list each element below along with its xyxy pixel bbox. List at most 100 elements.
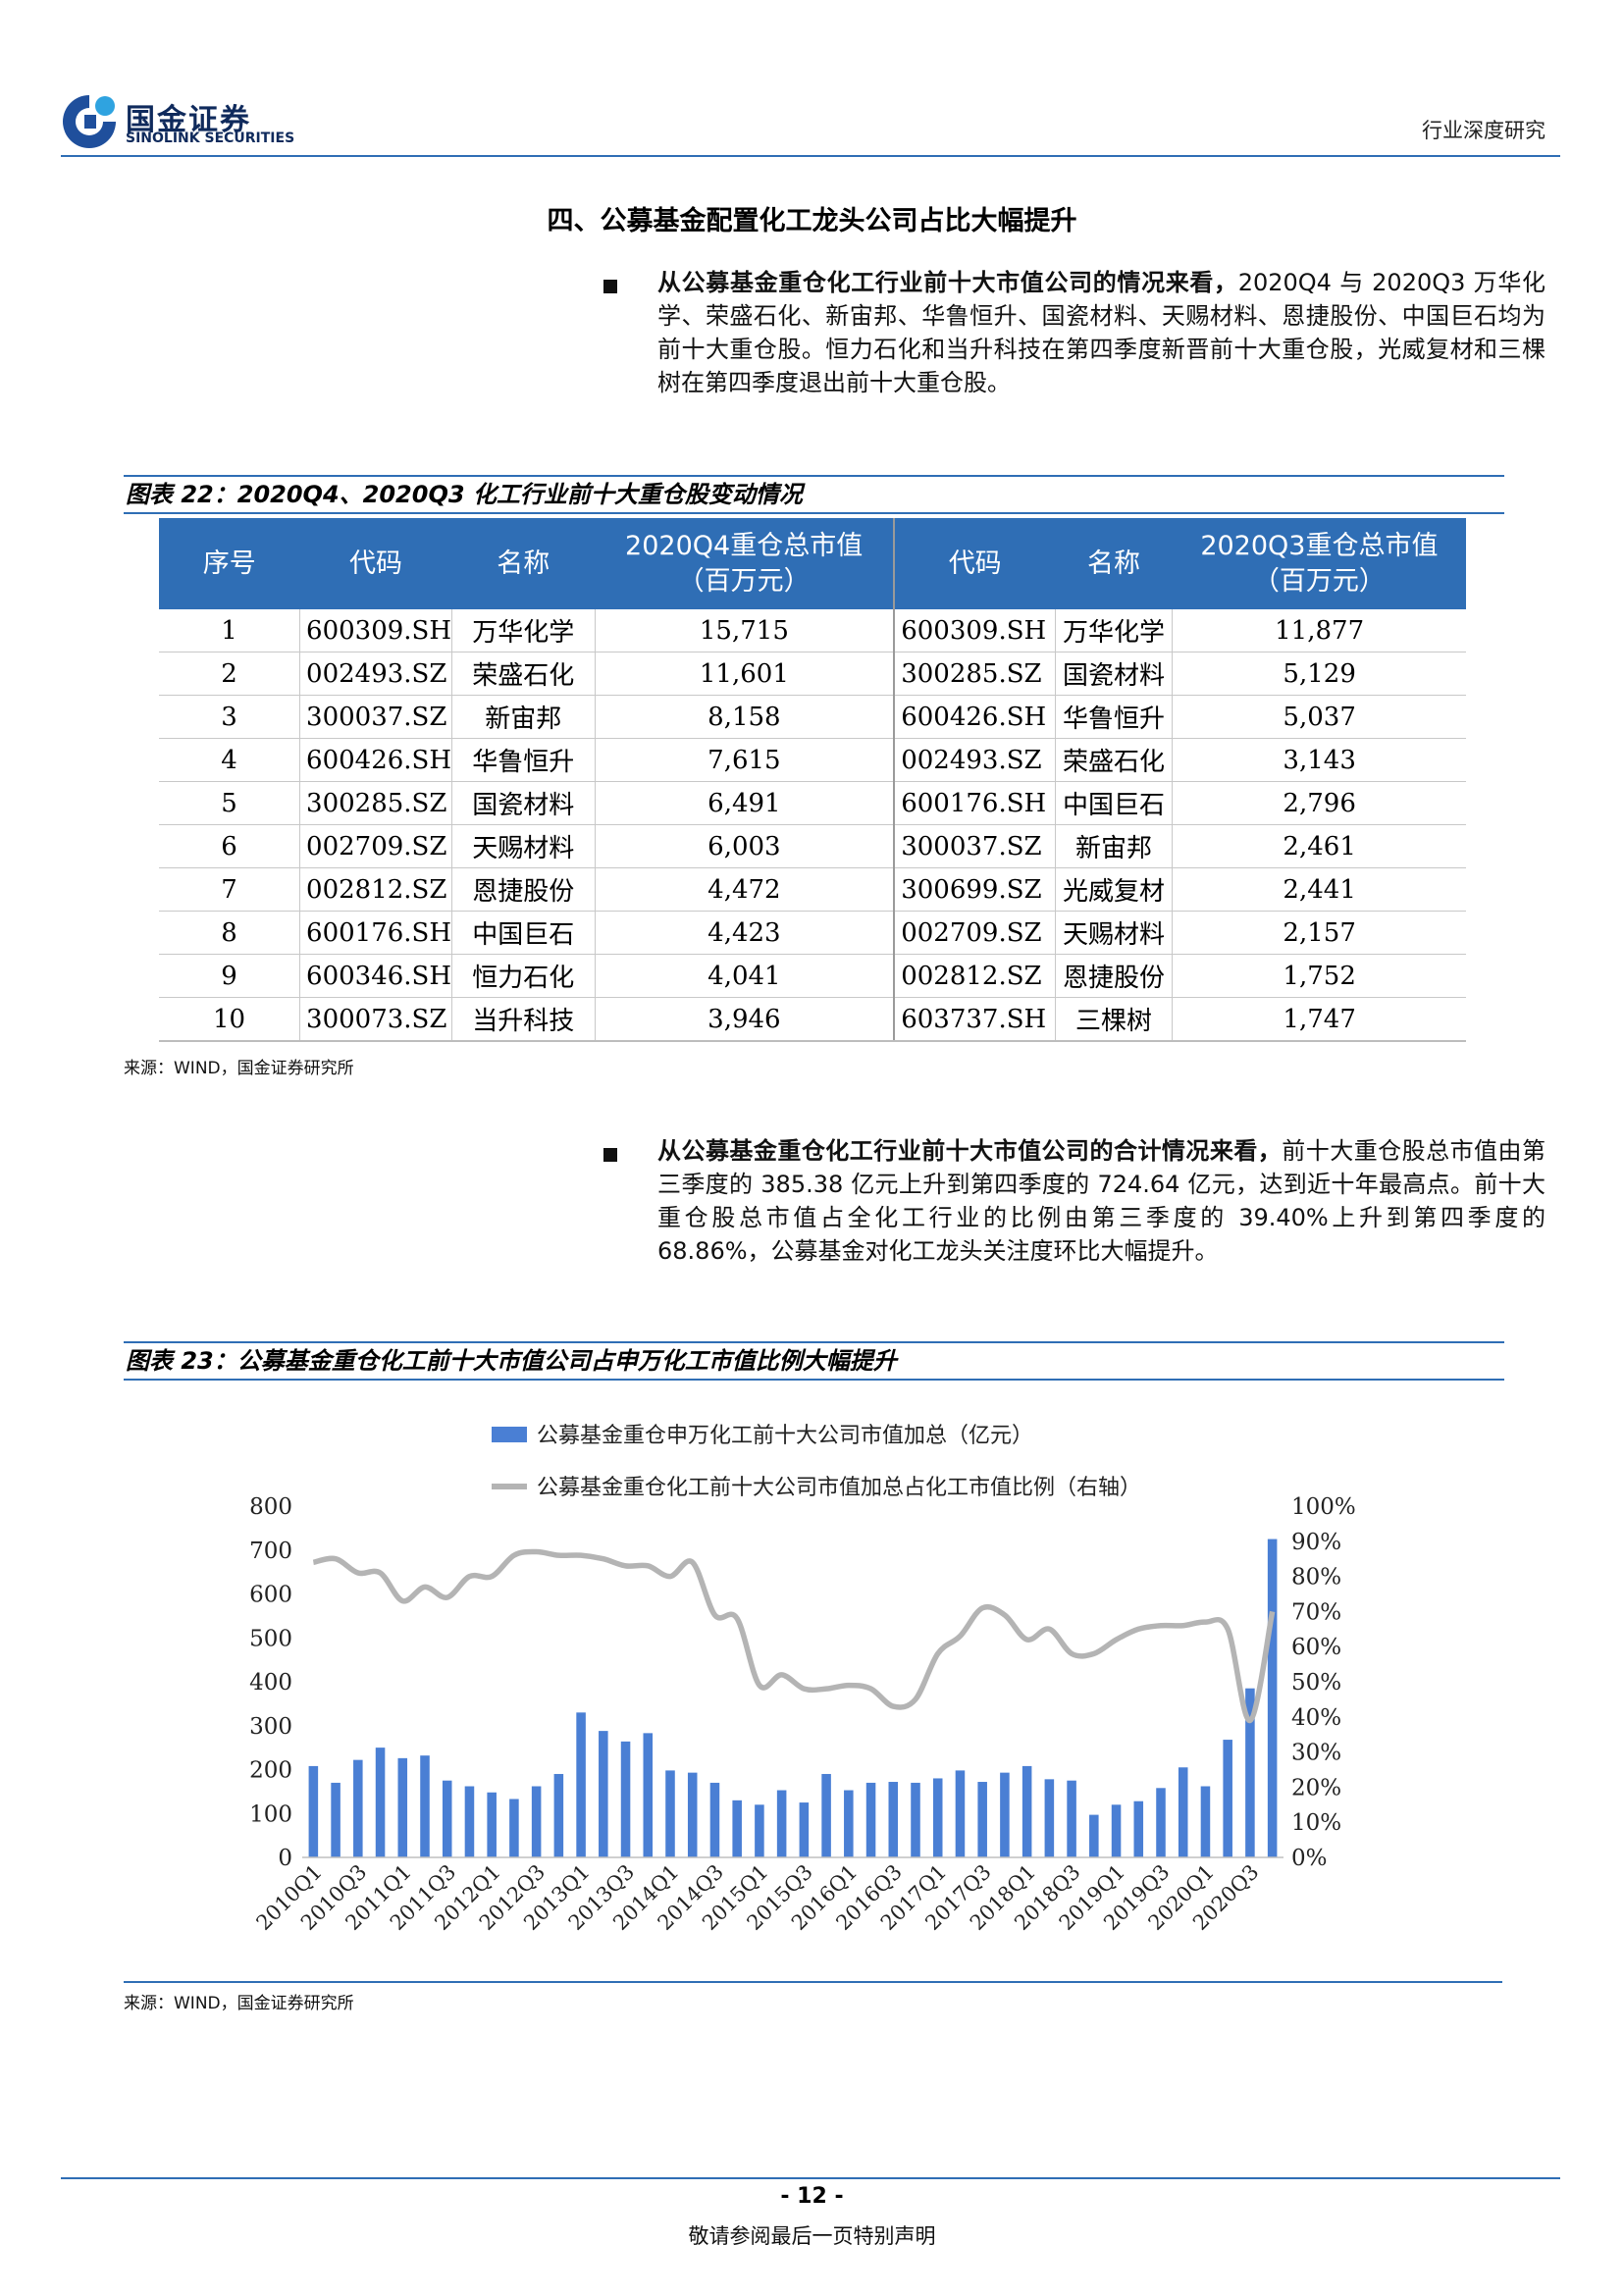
row-q3-code: 300037.SZ: [893, 824, 1056, 868]
bar: [397, 1757, 408, 1857]
row-q4-value: 4,472: [594, 867, 895, 912]
bar: [1000, 1772, 1010, 1857]
holdings-chart: 公募基金重仓申万化工前十大公司市值加总（亿元） 公募基金重仓化工前十大公司市值加总…: [249, 1424, 1356, 1935]
bar: [732, 1800, 742, 1857]
paragraph-lead: 从公募基金重仓化工行业前十大市值公司的情况来看，: [657, 269, 1238, 296]
col-header-q3-name: 名称: [1055, 518, 1173, 609]
row-q4-name: 恒力石化: [451, 954, 596, 998]
bar: [1089, 1814, 1099, 1857]
bar: [687, 1772, 698, 1857]
y-tick-label: 400: [249, 1670, 292, 1696]
row-q3-value: 5,129: [1172, 652, 1466, 696]
y2-tick-label: 10%: [1291, 1810, 1341, 1836]
row-q3-code: 300699.SZ: [893, 867, 1056, 912]
table-row: 2 002493.SZ 荣盛石化 11,601 300285.SZ 国瓷材料 5,129: [159, 652, 1466, 696]
table-row: 8 600176.SH 中国巨石 4,423 002709.SZ 天赐材料 2,157: [159, 911, 1466, 955]
logo-text-en: SINOLINK SECURITIES: [126, 130, 295, 146]
bar: [911, 1782, 920, 1857]
row-q4-code: 002812.SZ: [299, 867, 452, 912]
row-q3-value: 11,877: [1172, 609, 1466, 652]
bar: [576, 1712, 586, 1857]
row-q3-name: 三棵树: [1054, 997, 1173, 1042]
page-number: - 12 -: [780, 2184, 844, 2209]
bar: [932, 1778, 943, 1857]
row-q3-code: 002812.SZ: [893, 954, 1056, 998]
bar: [375, 1748, 386, 1857]
row-q4-code: 002709.SZ: [299, 824, 452, 868]
bar: [1245, 1688, 1255, 1857]
bar: [1200, 1786, 1211, 1857]
section-title: 四、公募基金配置化工龙头公司占比大幅提升: [547, 206, 1077, 236]
row-q4-code: 600426.SH: [299, 738, 452, 782]
chart-figure-title: 图表 23：公募基金重仓化工前十大市值公司占申万化工市值比例大幅提升: [124, 1341, 1504, 1381]
logo-mark-icon: [63, 93, 118, 148]
bar: [821, 1773, 831, 1857]
row-q4-code: 600309.SH: [299, 609, 452, 652]
row-q4-code: 300037.SZ: [299, 695, 452, 739]
row-q4-name: 天赐材料: [451, 824, 596, 868]
paragraph-body: 前十大重仓股总市值由第三季度的 385.38 亿元上升到第四季度的 724.64…: [657, 1137, 1546, 1265]
row-seq: 10: [159, 997, 300, 1042]
row-q3-code: 600309.SH: [893, 609, 1056, 652]
bar: [844, 1790, 854, 1857]
y2-tick-label: 60%: [1291, 1635, 1341, 1660]
row-q3-value: 1,747: [1172, 997, 1466, 1042]
row-q3-code: 600426.SH: [893, 695, 1056, 739]
y-tick-label: 100: [249, 1801, 292, 1827]
y2-tick-label: 50%: [1291, 1670, 1341, 1696]
bar: [888, 1782, 899, 1857]
row-q4-value: 6,491: [594, 781, 895, 825]
table-figure-title: 图表 22：2020Q4、2020Q3 化工行业前十大重仓股变动情况: [124, 475, 1504, 514]
bar: [977, 1782, 987, 1857]
bar: [955, 1770, 966, 1857]
paragraph-lead: 从公募基金重仓化工行业前十大市值公司的合计情况来看，: [657, 1137, 1283, 1165]
y2-tick-label: 80%: [1291, 1565, 1341, 1591]
header-line-1: 2020Q4重仓总市值: [625, 530, 864, 561]
y-tick-label: 300: [249, 1714, 292, 1740]
bar: [464, 1786, 475, 1857]
y2-tick-label: 30%: [1291, 1741, 1341, 1766]
row-q3-name: 华鲁恒升: [1054, 695, 1173, 739]
paragraph-aggregate: 从公募基金重仓化工行业前十大市值公司的合计情况来看，前十大重仓股总市值由第三季度…: [657, 1134, 1545, 1268]
table-row: 1 600309.SH 万华化学 15,715 600309.SH 万华化学 11,877: [159, 609, 1466, 652]
table-source-note: 来源：WIND，国金证券研究所: [124, 1059, 354, 1078]
row-q3-name: 新宙邦: [1054, 824, 1173, 868]
row-q4-name: 国瓷材料: [451, 781, 596, 825]
bar: [420, 1755, 430, 1857]
col-header-q3-value: 2020Q3重仓总市值 （百万元）: [1172, 518, 1466, 609]
table-row: 5 300285.SZ 国瓷材料 6,491 600176.SH 中国巨石 2,796: [159, 781, 1466, 825]
col-header-q4-code: 代码: [299, 518, 452, 609]
ratio-line: [312, 1548, 1276, 1724]
row-q4-value: 6,003: [594, 824, 895, 868]
row-q4-name: 恩捷股份: [451, 867, 596, 912]
row-q3-name: 荣盛石化: [1054, 738, 1173, 782]
bar: [487, 1792, 497, 1857]
row-q3-name: 恩捷股份: [1054, 954, 1173, 998]
y2-tick-label: 20%: [1291, 1775, 1341, 1800]
row-q3-value: 1,752: [1172, 954, 1466, 998]
table-header-row: 序号 代码 名称 2020Q4重仓总市值 （百万元） 代码 名称 2020Q3重仓…: [159, 518, 1466, 609]
bar: [331, 1782, 341, 1857]
row-seq: 8: [159, 911, 300, 955]
bar: [755, 1804, 764, 1857]
row-seq: 1: [159, 609, 300, 652]
row-q4-value: 15,715: [594, 609, 895, 652]
bar: [799, 1802, 810, 1857]
table-row: 4 600426.SH 华鲁恒升 7,615 002493.SZ 荣盛石化 3,143: [159, 738, 1466, 782]
bar: [531, 1786, 542, 1857]
bar: [442, 1780, 452, 1857]
bullet-icon: [603, 1148, 617, 1162]
row-q3-code: 600176.SH: [893, 781, 1056, 825]
y-tick-label: 800: [249, 1494, 292, 1520]
y-tick-label: 200: [249, 1758, 292, 1784]
bar: [776, 1790, 787, 1857]
header-line-2: （百万元）: [1252, 565, 1386, 597]
y2-tick-label: 100%: [1291, 1494, 1356, 1520]
bar: [1044, 1779, 1055, 1857]
row-q4-code: 002493.SZ: [299, 652, 452, 696]
top-holdings-table: 序号 代码 名称 2020Q4重仓总市值 （百万元） 代码 名称 2020Q3重仓…: [159, 518, 1466, 1042]
bar: [1178, 1767, 1188, 1857]
row-q3-code: 002709.SZ: [893, 911, 1056, 955]
bar: [353, 1759, 363, 1857]
report-type-tag: 行业深度研究: [1422, 119, 1545, 142]
